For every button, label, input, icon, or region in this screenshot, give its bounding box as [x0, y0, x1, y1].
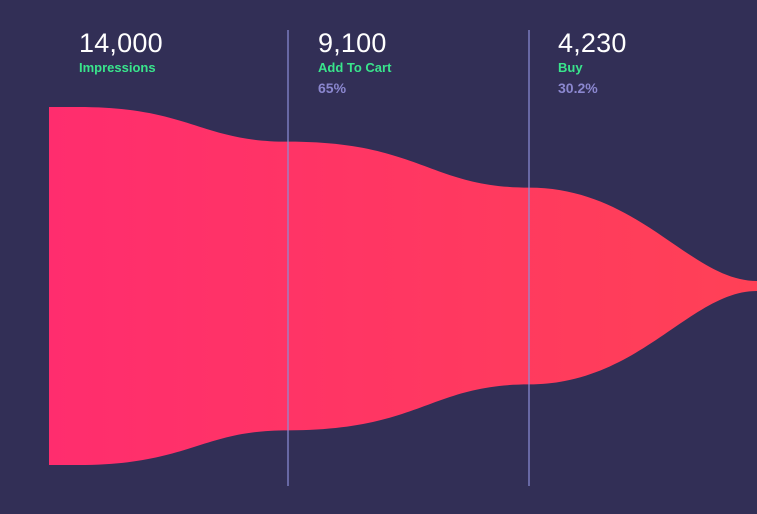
stage-name: Buy [558, 60, 583, 75]
stage-value: 4,230 [558, 28, 627, 58]
stage-conversion-rate: 65% [318, 80, 347, 96]
stage-buy: 4,230 Buy 30.2% [558, 28, 627, 97]
stage-value: 14,000 [79, 28, 163, 58]
funnel-shape [49, 107, 757, 465]
stage-conversion-rate: 30.2% [558, 80, 598, 96]
stage-name: Add To Cart [318, 60, 392, 75]
stage-value: 9,100 [318, 28, 387, 58]
stage-name: Impressions [79, 60, 156, 75]
stage-impressions: 14,000 Impressions [79, 28, 163, 76]
stage-add-to-cart: 9,100 Add To Cart 65% [318, 28, 391, 97]
